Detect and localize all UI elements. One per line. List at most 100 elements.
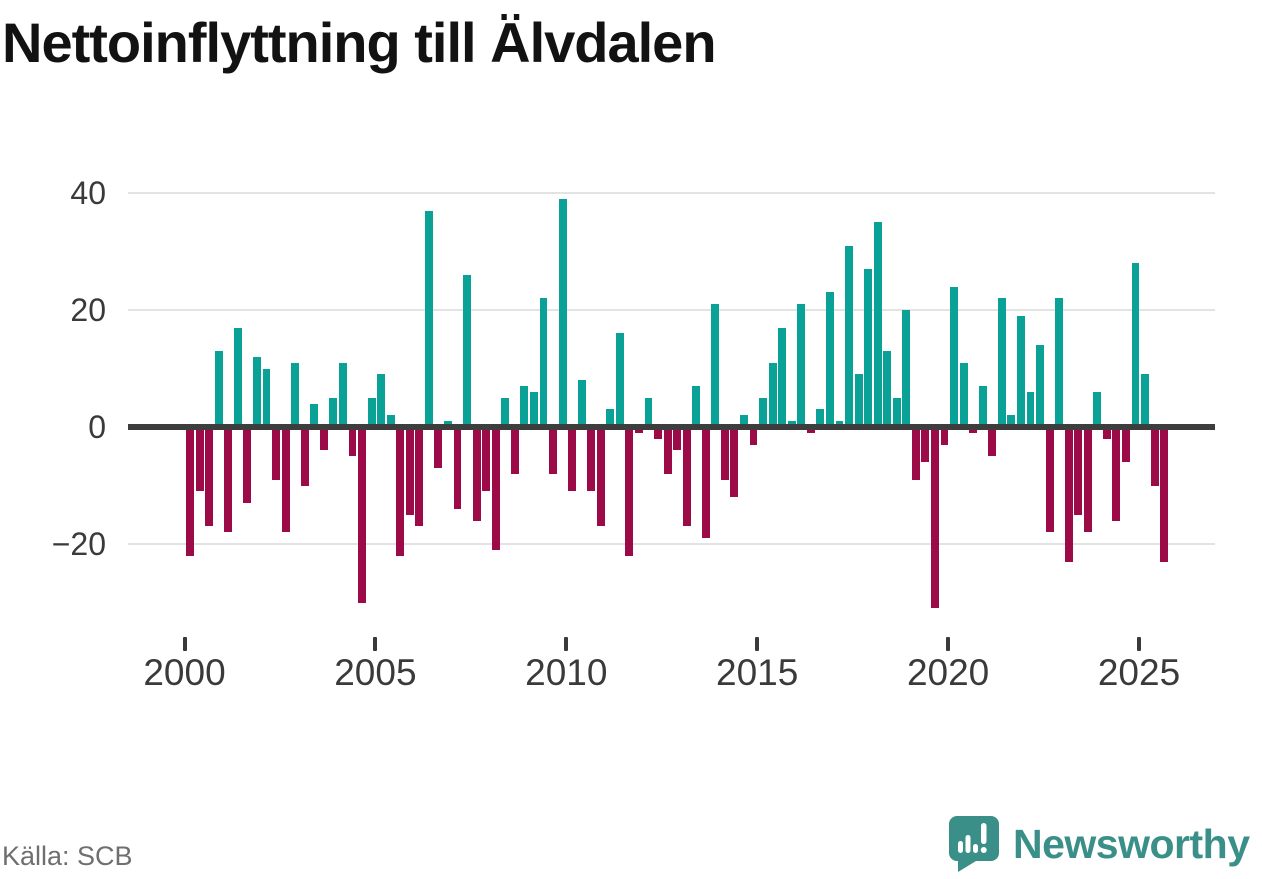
plot-area: 40 20 0 −20 2000 2005 2010 2015 2020 2025 [51,175,1215,693]
bar-2012Q3 [663,427,672,474]
bar-2008Q3 [510,427,519,474]
bar-2001Q1 [224,427,233,533]
x-axis-label-2000: 2000 [143,652,226,693]
bar-2025Q1 [1141,374,1149,430]
bar-2006Q2 [424,210,433,430]
bar-2022Q1 [1026,391,1035,430]
bar-2002Q2 [272,427,281,480]
y-axis-label-20: 20 [70,292,106,328]
bar-2011Q2 [615,333,624,430]
bar-2025Q2 [1150,427,1159,486]
bar-2013Q1 [682,427,691,527]
bar-2014Q3 [740,415,748,430]
bar-2024Q2 [1112,427,1121,521]
bar-2007Q1 [453,427,462,509]
bar-2022Q4 [1055,298,1064,430]
bar-2001Q2 [233,327,242,430]
bar-2008Q2 [501,397,510,430]
chart-title: Nettoinflyttning till Älvdalen [2,11,717,74]
bar-2002Q4 [291,362,300,430]
bar-2020Q1 [950,286,958,430]
bar-2009Q2 [539,298,548,430]
bar-2016Q4 [825,292,834,430]
newsworthy-logo-icon [949,816,999,872]
x-axis-label-2025: 2025 [1097,652,1181,693]
bar-2024Q1 [1102,427,1111,439]
bar-2004Q4 [367,397,376,430]
bar-2015Q3 [778,327,787,430]
bar-2004Q2 [348,427,357,457]
bar-2015Q1 [759,397,768,430]
bar-2023Q1 [1064,427,1073,562]
bar-2013Q2 [692,386,701,430]
bar-2002Q3 [281,427,290,533]
bar-2019Q2 [921,427,930,463]
bar-2019Q3 [931,427,939,609]
bar-2002Q1 [262,368,271,430]
gridline--20 [128,543,1215,545]
bar-2017Q4 [864,269,873,430]
bar-2005Q2 [386,415,395,430]
brand-logo: Newsworthy [948,815,1250,873]
bar-2010Q4 [596,427,605,527]
bar-2023Q4 [1093,391,1102,430]
bar-2010Q3 [587,427,596,492]
bar-2005Q1 [377,374,386,430]
bar-2006Q3 [434,427,443,468]
bar-2016Q3 [816,409,825,430]
bar-2000Q4 [214,350,223,430]
bar-2018Q3 [892,397,901,430]
x-axis-tick-2010 [564,637,569,651]
bar-2017Q3 [854,374,863,430]
bar-2004Q1 [338,362,347,430]
bar-2010Q1 [568,427,577,492]
bar-2021Q1 [988,427,997,457]
x-axis-tick-2020 [946,637,951,651]
bar-2020Q4 [978,386,987,430]
y-axis-label-40: 40 [70,175,106,211]
bar-2021Q2 [997,298,1006,430]
x-axis-tick-2005 [373,637,378,651]
bar-2024Q3 [1122,427,1130,463]
bar-2018Q2 [883,350,892,430]
source-note: Källa: SCB [2,841,133,871]
bar-2005Q4 [405,427,414,515]
bar-2011Q3 [625,427,634,556]
brand-name: Newsworthy [1013,820,1250,867]
x-axis-label-2010: 2010 [525,652,608,693]
bar-2008Q1 [491,427,500,550]
bar-2012Q4 [673,427,682,451]
zero-axis-line [128,424,1215,430]
bar-2009Q4 [558,198,567,430]
bar-2009Q3 [549,427,557,474]
x-axis-tick-2000 [182,637,187,651]
gridline-40 [128,192,1215,194]
bar-2014Q4 [749,427,758,445]
bar-2012Q1 [644,397,653,430]
bar-2019Q4 [940,427,949,445]
y-axis-label-0: 0 [88,409,106,445]
bar-2005Q3 [396,427,405,556]
bar-2018Q1 [873,222,882,430]
y-axis-label--20: −20 [51,526,106,562]
bar-2001Q4 [253,356,261,430]
bar-2007Q3 [472,427,481,521]
bar-2024Q4 [1131,263,1140,430]
bar-2021Q4 [1016,315,1025,430]
bar-2007Q4 [482,427,491,492]
bar-2022Q2 [1036,345,1044,430]
gridline-20 [128,309,1215,311]
bar-2003Q3 [319,427,328,451]
bar-2010Q2 [577,380,586,430]
bar-2008Q4 [520,386,529,430]
bar-2004Q3 [358,427,366,603]
bar-2001Q3 [243,427,252,504]
bar-2014Q1 [720,427,729,480]
bar-2011Q1 [606,409,615,430]
bar-2000Q1 [186,427,195,556]
x-axis-label-2005: 2005 [334,652,417,693]
bar-2022Q3 [1045,427,1054,533]
bar-2009Q1 [529,391,538,430]
bar-2003Q2 [310,403,319,430]
x-axis-label-2015: 2015 [716,652,799,693]
